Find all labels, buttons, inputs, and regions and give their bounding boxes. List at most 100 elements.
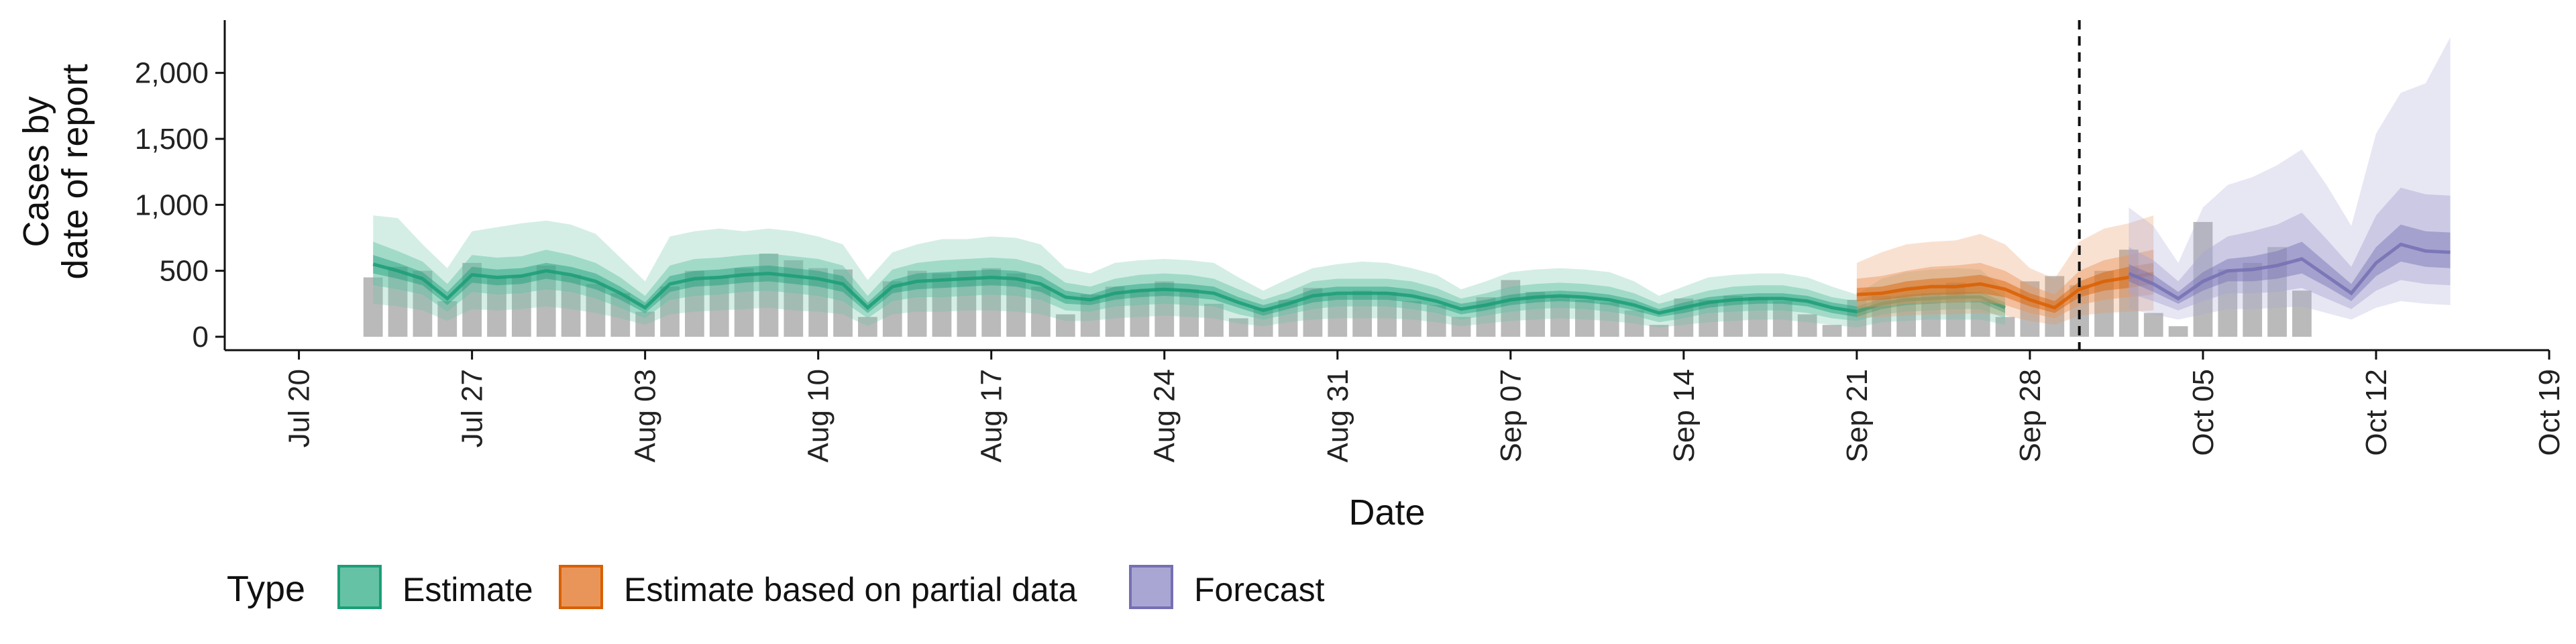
- x-axis-title: Date: [1348, 492, 1425, 533]
- x-tick-label: Sep 07: [1495, 369, 1527, 462]
- case-bar: [932, 273, 952, 337]
- case-bar: [981, 268, 1002, 337]
- case-bar: [2168, 326, 2188, 337]
- case-bar: [660, 286, 680, 337]
- x-tick-label: Jul 27: [456, 369, 489, 447]
- y-axis-ticks: 0 500 1,000 1,500 2,000: [135, 57, 225, 354]
- case-bar: [2218, 269, 2238, 337]
- estimate-mid-band: [373, 241, 2006, 323]
- case-bar: [734, 268, 754, 337]
- case-bar: [2292, 290, 2312, 337]
- y-axis-title-line: date of report: [55, 64, 95, 279]
- case-bar: [1451, 317, 1471, 337]
- case-bar: [957, 270, 977, 337]
- case-bar: [2267, 247, 2287, 337]
- case-bar: [487, 277, 506, 337]
- case-bar: [437, 301, 458, 337]
- x-tick-label: Aug 24: [1148, 369, 1181, 462]
- case-bar: [635, 311, 655, 337]
- case-bar: [1970, 299, 1990, 337]
- case-bar: [1945, 282, 1966, 337]
- estimate-outer-band: [373, 215, 2006, 328]
- x-tick-label: Sep 14: [1668, 369, 1701, 462]
- x-tick-label: Jul 20: [283, 369, 316, 447]
- case-bar: [2143, 313, 2163, 337]
- case-bar: [1797, 314, 1817, 337]
- case-bar: [1130, 289, 1150, 337]
- legend-label: Forecast: [1194, 571, 1325, 608]
- case-bar: [511, 274, 531, 337]
- case-bar: [1995, 317, 2015, 337]
- case-bar: [1649, 325, 1669, 337]
- case-bar: [1599, 302, 1619, 337]
- case-bar: [586, 284, 606, 337]
- estimate-series: [372, 37, 2451, 328]
- x-tick-label: Oct 12: [2360, 369, 2393, 456]
- x-tick-label: Sep 21: [1841, 369, 1874, 462]
- x-tick-label: Oct 19: [2533, 369, 2566, 456]
- case-bar: [1204, 303, 1224, 337]
- case-bar: [833, 269, 853, 337]
- case-bar: [2118, 250, 2139, 337]
- forecast-outer-band: [2129, 37, 2451, 320]
- estimate-median-line: [372, 262, 2006, 315]
- y-tick-label: 1,500: [135, 123, 209, 156]
- case-bar: [1550, 296, 1570, 337]
- case-bar: [2243, 262, 2263, 337]
- case-bar: [610, 293, 631, 337]
- case-bar: [1896, 297, 1916, 337]
- x-tick-label: Aug 31: [1322, 369, 1354, 462]
- case-bar: [709, 276, 729, 337]
- estimate-inner-band: [373, 255, 2006, 317]
- legend: Type Estimate Estimate based on partial da…: [227, 565, 1325, 609]
- y-tick-label: 1,000: [135, 189, 209, 221]
- x-tick-label: Aug 10: [802, 369, 835, 462]
- x-axis-ticks: Jul 20 Jul 27 Aug 03 Aug 10 Aug 17 Aug 24 Aug …: [283, 350, 2566, 462]
- case-bar: [759, 254, 779, 337]
- case-bar: [1352, 290, 1373, 337]
- y-tick-label: 0: [193, 321, 209, 354]
- legend-swatch: [559, 565, 603, 609]
- case-bar: [536, 265, 556, 337]
- case-bar: [1822, 325, 1842, 337]
- case-bar: [388, 266, 408, 337]
- case-bar: [1228, 318, 1248, 337]
- x-tick-label: Oct 05: [2187, 369, 2220, 456]
- case-bar: [1055, 314, 1075, 337]
- x-tick-label: Sep 28: [2014, 369, 2047, 462]
- case-bar: [1501, 280, 1521, 337]
- case-bar: [1006, 273, 1026, 337]
- case-bar: [1575, 299, 1595, 337]
- case-bar: [1772, 301, 1792, 337]
- case-bar: [1080, 294, 1100, 337]
- case-bar: [1179, 289, 1199, 337]
- y-tick-label: 500: [160, 255, 209, 288]
- case-bar: [1401, 301, 1421, 337]
- case-bar: [1847, 299, 1867, 337]
- case-bar: [561, 274, 581, 337]
- case-bar: [1699, 299, 1719, 337]
- case-bar: [784, 260, 804, 337]
- x-tick-label: Aug 03: [629, 369, 662, 462]
- forecast-median-line: [2128, 242, 2451, 301]
- x-tick-label: Aug 17: [975, 369, 1008, 462]
- y-axis-title-line: Cases by: [16, 96, 56, 247]
- legend-swatch: [337, 565, 382, 609]
- case-bar: [858, 317, 877, 337]
- legend-title: Type: [227, 569, 305, 609]
- case-bar: [1377, 292, 1397, 337]
- forecast-inner-band: [2129, 224, 2451, 304]
- legend-label: Estimate: [402, 571, 533, 608]
- case-bar: [1426, 305, 1446, 337]
- case-bar: [1723, 296, 1743, 337]
- y-tick-label: 2,000: [135, 57, 209, 90]
- case-bar: [2020, 281, 2040, 337]
- legend-label: Estimate based on partial data: [624, 571, 1077, 608]
- case-bar: [1253, 307, 1273, 337]
- estimate-based-on-partial-data-median-line: [1856, 272, 2154, 310]
- case-bar: [1328, 294, 1348, 337]
- axes: [223, 20, 2549, 352]
